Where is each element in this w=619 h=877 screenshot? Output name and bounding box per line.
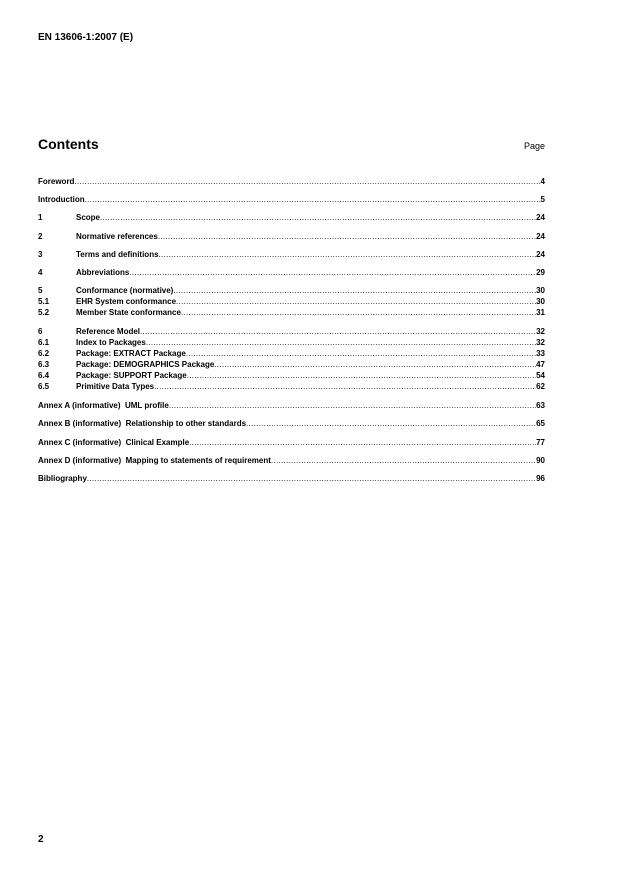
dot-leader <box>74 176 540 187</box>
dot-leader <box>173 285 536 296</box>
toc-entry-title: Bibliography <box>38 474 87 483</box>
toc-entry-page: 31 <box>536 308 545 317</box>
dot-leader <box>158 231 536 242</box>
toc-entry-title: Abbreviations <box>76 268 130 277</box>
dot-leader <box>154 381 536 392</box>
toc-entry[interactable]: 1 Scope 24 <box>38 212 545 223</box>
dot-leader <box>181 307 536 318</box>
toc-entry-title: Package: SUPPORT Package <box>76 371 187 380</box>
dot-leader <box>271 455 536 466</box>
toc-entry[interactable]: Bibliography 96 <box>38 473 545 484</box>
toc-entry-number: 6.1 <box>38 338 50 347</box>
toc-entry-title: Package: DEMOGRAPHICS Package <box>76 360 215 369</box>
toc-entry-title: Annex C (informative) Clinical Example <box>38 438 190 447</box>
toc-entry-number: 2 <box>38 232 43 241</box>
toc-entry-page: 77 <box>536 438 545 447</box>
toc-entry-title: Primitive Data Types <box>76 382 155 391</box>
toc-entry-page: 54 <box>536 371 545 380</box>
toc-entry-page: 33 <box>536 349 545 358</box>
toc-entry-page: 24 <box>536 213 545 222</box>
toc-entry-number: 5 <box>38 286 43 295</box>
toc-entry[interactable]: 6.1 Index to Packages 32 <box>38 337 545 348</box>
dot-leader <box>140 326 536 337</box>
toc-entry-title: Annex B (informative) Relationship to ot… <box>38 419 247 428</box>
toc-entry-page: 24 <box>536 250 545 259</box>
toc-entry-number: 3 <box>38 250 43 259</box>
toc-entry[interactable]: 4 Abbreviations 29 <box>38 267 545 278</box>
dot-leader <box>87 473 536 484</box>
dot-leader <box>176 296 536 307</box>
toc-entry-page: 62 <box>536 382 545 391</box>
toc-entry-page: 32 <box>536 338 545 347</box>
toc-entry-page: 30 <box>536 286 545 295</box>
toc-entry[interactable]: 6.3 Package: DEMOGRAPHICS Package 47 <box>38 359 545 370</box>
dot-leader <box>85 194 541 205</box>
toc-entry-number: 6.2 <box>38 349 50 358</box>
toc-entry-page: 24 <box>536 232 545 241</box>
toc-entry[interactable]: 6 Reference Model 32 <box>38 326 545 337</box>
dot-leader <box>214 359 536 370</box>
toc-entry[interactable]: Annex C (informative) Clinical Example 77 <box>38 437 545 448</box>
dot-leader <box>187 370 536 381</box>
toc-entry-title: Package: EXTRACT Package <box>76 349 186 358</box>
dot-leader <box>129 267 536 278</box>
toc-entry-title: Member State conformance <box>76 308 181 317</box>
toc-entry-title: Annex A (informative) UML profile <box>38 401 169 410</box>
dot-leader <box>186 348 536 359</box>
toc-entry-title: Normative references <box>76 232 158 241</box>
dot-leader <box>100 212 536 223</box>
dot-leader <box>189 437 536 448</box>
toc-entry[interactable]: 5 Conformance (normative) 30 <box>38 285 545 296</box>
toc-entry-number: 5.2 <box>38 308 50 317</box>
toc-entry-page: 65 <box>536 419 545 428</box>
toc-entry-page: 96 <box>536 474 545 483</box>
toc-entry[interactable]: 6.2 Package: EXTRACT Package 33 <box>38 348 545 359</box>
toc-entry-page: 63 <box>536 401 545 410</box>
toc-entry-number: 5.1 <box>38 297 50 306</box>
toc-entry-number: 1 <box>38 213 43 222</box>
toc-entry[interactable]: 6.5 Primitive Data Types 62 <box>38 381 545 392</box>
toc-entry-number: 6.4 <box>38 371 50 380</box>
page-number: 2 <box>38 834 44 845</box>
toc-entry-title: Scope <box>76 213 101 222</box>
toc-entry[interactable]: 5.2 Member State conformance 31 <box>38 307 545 318</box>
toc-entry-page: 5 <box>540 195 545 204</box>
toc-entry-title: Reference Model <box>76 327 141 336</box>
toc-entry[interactable]: 2 Normative references 24 <box>38 231 545 242</box>
toc-entry-title: Conformance (normative) <box>76 286 174 295</box>
toc-entry-page: 47 <box>536 360 545 369</box>
toc-entry-title: Foreword <box>38 177 75 186</box>
contents-title: Contents <box>38 136 99 152</box>
toc-entry-title: Terms and definitions <box>76 250 159 259</box>
toc-entry-page: 32 <box>536 327 545 336</box>
toc-entry[interactable]: 6.4 Package: SUPPORT Package 54 <box>38 370 545 381</box>
toc-entry[interactable]: Annex A (informative) UML profile 63 <box>38 400 545 411</box>
dot-leader <box>159 249 537 260</box>
toc-entry-page: 90 <box>536 456 545 465</box>
dot-leader <box>169 400 536 411</box>
document-header: EN 13606-1:2007 (E) <box>38 32 134 43</box>
toc-entry[interactable]: 5.1 EHR System conformance 30 <box>38 296 545 307</box>
dot-leader <box>246 418 536 429</box>
dot-leader <box>146 337 536 348</box>
toc-entry-title: Introduction <box>38 195 85 204</box>
toc-entry-title: EHR System conformance <box>76 297 177 306</box>
toc-entry[interactable]: Annex D (informative) Mapping to stateme… <box>38 455 545 466</box>
toc-entry[interactable]: Foreword 4 <box>38 176 545 187</box>
toc-entry[interactable]: Annex B (informative) Relationship to ot… <box>38 418 545 429</box>
page-column-label: Page <box>523 141 545 151</box>
toc-entry-title: Index to Packages <box>76 338 146 347</box>
toc-entry-page: 30 <box>536 297 545 306</box>
toc-entry-number: 6.5 <box>38 382 50 391</box>
toc-entry-page: 29 <box>536 268 545 277</box>
toc-entry[interactable]: 3 Terms and definitions 24 <box>38 249 545 260</box>
toc-entry-page: 4 <box>540 177 545 186</box>
toc-entry-number: 6.3 <box>38 360 50 369</box>
toc-entry-title: Annex D (informative) Mapping to stateme… <box>38 456 271 465</box>
toc-entry[interactable]: Introduction 5 <box>38 194 545 205</box>
toc-entry-number: 4 <box>38 268 43 277</box>
toc-entry-number: 6 <box>38 327 43 336</box>
